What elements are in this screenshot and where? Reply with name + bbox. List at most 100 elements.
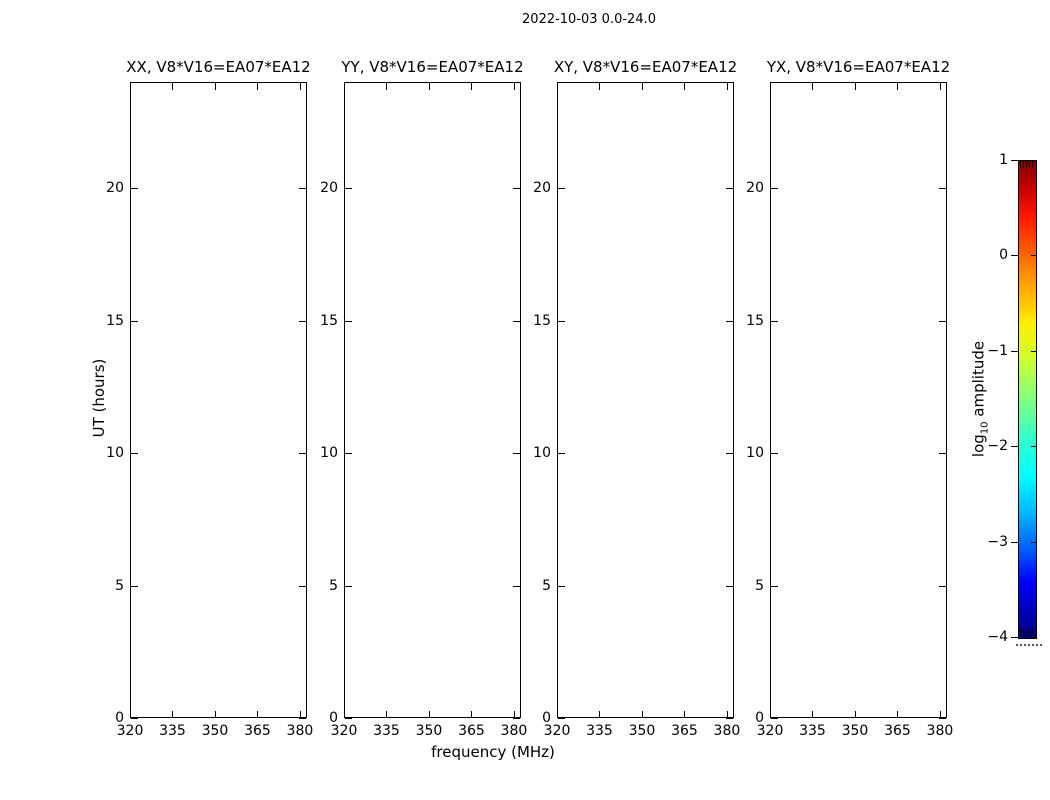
y-tick-mark [299, 585, 306, 587]
x-tick-mark [299, 711, 301, 718]
y-tick-label: 10 [106, 445, 124, 461]
figure-title: 2022-10-03 0.0-24.0 [522, 12, 656, 27]
colorbar-end-tooth [1029, 161, 1030, 168]
y-tick-mark [513, 585, 520, 587]
x-tick-label: 335 [159, 723, 186, 739]
x-tick-mark [428, 711, 430, 718]
y-tick-mark [345, 453, 352, 454]
x-tick-mark [897, 83, 899, 90]
x-tick-mark [130, 83, 131, 90]
x-tick-mark [770, 83, 771, 90]
y-tick-label: 15 [320, 312, 338, 329]
x-tick-label: 335 [799, 723, 826, 739]
colorbar-tick-mark [1011, 637, 1018, 638]
x-tick-mark [257, 83, 259, 90]
x-tick-mark [299, 83, 301, 90]
colorbar-tick-mark [1011, 446, 1018, 448]
x-tick-label: 365 [458, 723, 485, 739]
y-tick-mark [345, 320, 352, 322]
y-tick-mark [299, 188, 306, 189]
y-tick-mark [299, 320, 306, 322]
y-tick-label: 15 [106, 312, 124, 329]
plot-panel-yy [344, 82, 521, 718]
y-tick-mark [558, 718, 565, 719]
x-tick-mark [726, 83, 728, 90]
colorbar-tick-mark [1011, 160, 1018, 161]
y-tick-label: 20 [533, 180, 551, 196]
colorbar-end-tooth [1029, 629, 1030, 636]
x-tick-mark [812, 83, 814, 90]
colorbar-end-tooth [1032, 629, 1033, 636]
x-tick-label: 320 [116, 723, 144, 739]
x-tick-mark [344, 711, 345, 718]
x-tick-label: 350 [841, 723, 869, 739]
x-tick-mark [641, 711, 643, 718]
y-tick-mark [771, 453, 778, 454]
y-tick-mark [726, 585, 733, 587]
colorbar-end-tooth [1023, 161, 1024, 168]
x-tick-mark [172, 83, 174, 90]
x-tick-mark [257, 711, 259, 718]
plot-panel-xx [130, 82, 307, 718]
x-tick-label: 320 [756, 723, 784, 739]
colorbar-tick-mark [1031, 446, 1036, 448]
colorbar-end-tooth [1026, 161, 1027, 168]
colorbar-end-tooth [1032, 161, 1033, 168]
x-tick-mark [214, 83, 216, 90]
colorbar-tick-label: 1 [999, 152, 1008, 168]
y-tick-mark [771, 188, 778, 189]
y-tick-mark [299, 718, 306, 719]
x-tick-mark [939, 83, 941, 90]
y-tick-label: 0 [542, 710, 551, 726]
colorbar-tick-label: 0 [999, 247, 1008, 264]
x-tick-mark [812, 711, 814, 718]
y-tick-label: 0 [115, 710, 124, 726]
colorbar-tick-mark [1031, 637, 1036, 638]
x-tick-mark [854, 83, 856, 90]
y-tick-mark [513, 453, 520, 454]
colorbar-tick-label: −4 [987, 629, 1008, 645]
plot-panel-yx [770, 82, 947, 718]
y-tick-label: 5 [115, 577, 124, 594]
x-tick-label: 335 [586, 723, 613, 739]
y-tick-label: 20 [320, 180, 338, 196]
x-tick-label: 350 [628, 723, 656, 739]
x-tick-mark [386, 711, 388, 718]
x-axis-label: frequency (MHz) [431, 743, 555, 761]
y-tick-mark [345, 585, 352, 587]
colorbar-end-dots [1016, 644, 1042, 646]
x-tick-label: 380 [286, 723, 314, 739]
x-tick-mark [172, 711, 174, 718]
y-tick-mark [939, 320, 946, 322]
y-tick-label: 20 [746, 180, 764, 196]
y-tick-label: 10 [746, 445, 764, 461]
colorbar-tick-mark [1011, 255, 1018, 257]
y-tick-mark [771, 320, 778, 322]
colorbar-tick-label: −3 [987, 533, 1008, 550]
y-tick-label: 15 [746, 312, 764, 329]
y-tick-mark [513, 718, 520, 719]
x-tick-label: 365 [671, 723, 698, 739]
x-tick-mark [513, 711, 515, 718]
y-tick-mark [726, 320, 733, 322]
y-tick-mark [131, 585, 138, 587]
colorbar-end-tooth [1023, 629, 1024, 636]
y-tick-mark [939, 453, 946, 454]
y-tick-mark [131, 188, 138, 189]
colorbar-end-tooth [1026, 629, 1027, 636]
y-tick-label: 15 [533, 312, 551, 329]
panel-title-xy: XY, V8*V16=EA07*EA12 [553, 58, 738, 76]
y-tick-mark [558, 188, 565, 189]
colorbar-tick-mark [1011, 541, 1018, 543]
x-tick-label: 365 [884, 723, 911, 739]
colorbar [1018, 160, 1037, 639]
x-tick-mark [428, 83, 430, 90]
y-tick-label: 20 [106, 180, 124, 196]
x-tick-label: 350 [201, 723, 229, 739]
y-tick-label: 0 [329, 710, 338, 726]
x-tick-label: 365 [244, 723, 271, 739]
x-tick-label: 335 [373, 723, 400, 739]
y-tick-mark [558, 585, 565, 587]
x-tick-mark [513, 83, 515, 90]
